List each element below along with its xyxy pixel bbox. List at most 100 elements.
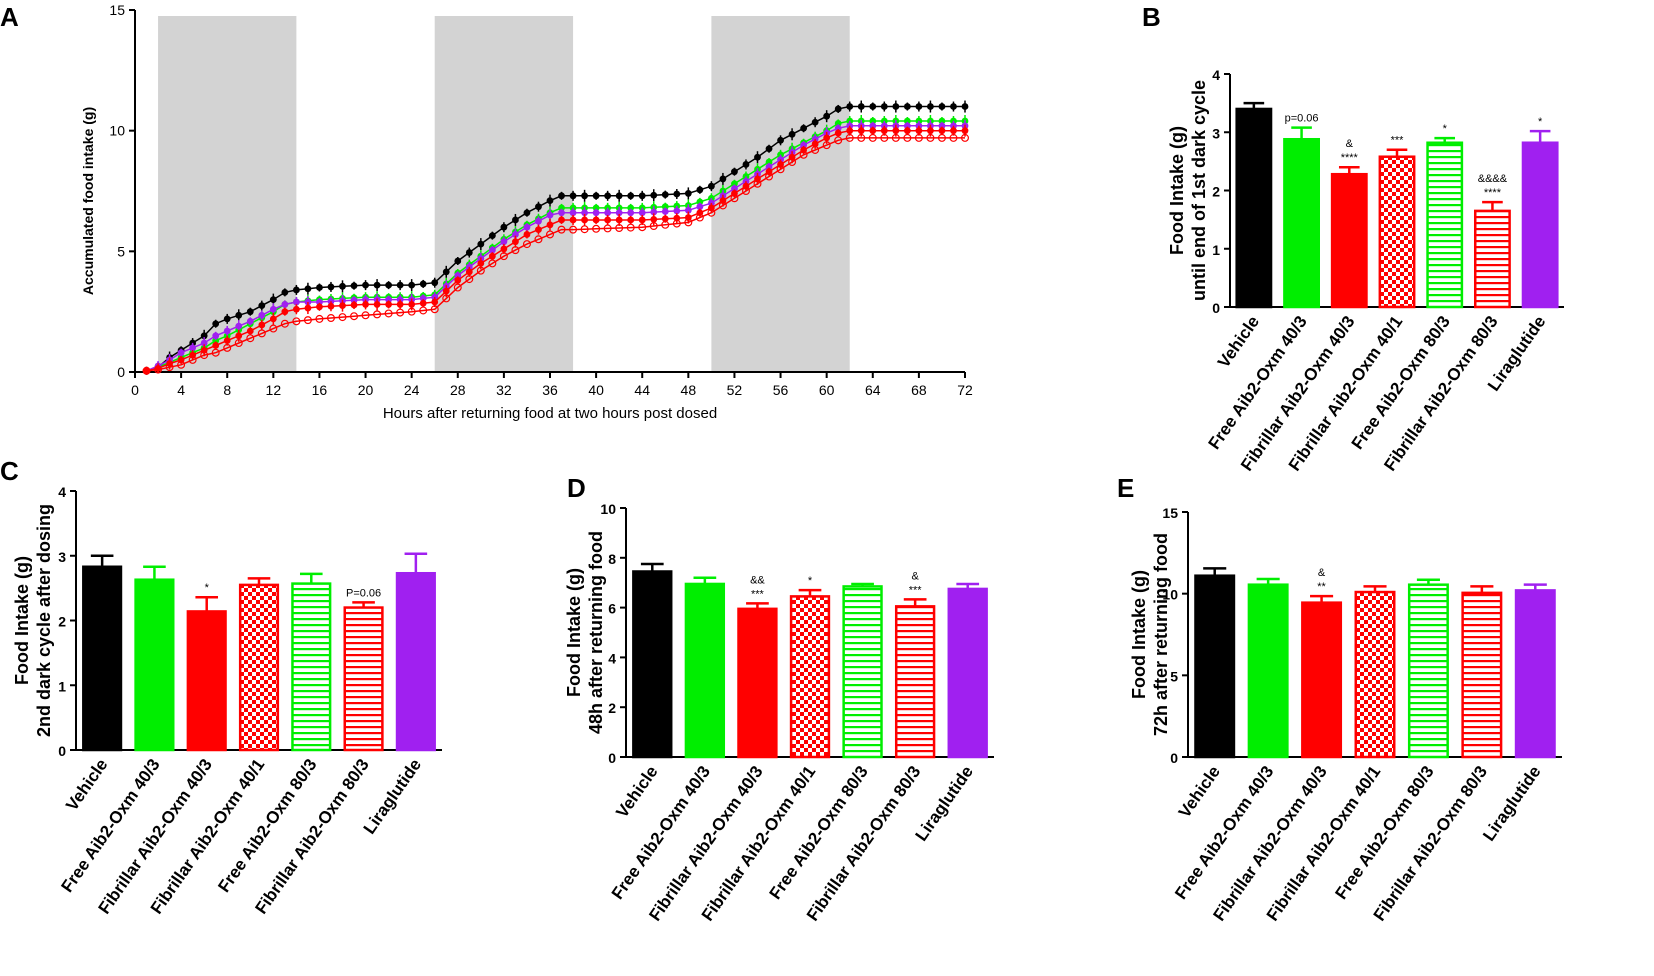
x-tick-label: 24 [404,382,420,398]
y-tick-label: 0 [117,364,125,380]
bar [1194,574,1236,759]
data-point [927,103,934,110]
data-point [938,127,946,135]
y-axis-label-line1: Food Intake (g) [564,568,584,697]
data-point [731,185,738,192]
data-point [707,182,715,190]
data-point [569,225,578,234]
bar [1461,591,1503,759]
bar [1378,155,1416,309]
category-label: Free Aib2-Oxm 80/3 [766,762,872,902]
data-point [362,281,369,289]
y-axis-label-line1: Food Intake (g) [12,556,32,685]
data-point [903,117,911,125]
bar [395,571,436,752]
data-point [453,283,462,292]
data-point [615,192,623,200]
bar [1514,589,1556,759]
data-point [915,127,923,135]
data-point [869,103,877,110]
x-tick-label: 36 [542,382,558,398]
data-point [535,226,542,234]
data-point [269,305,277,313]
y-tick-label: 8 [608,551,616,567]
data-point [235,332,243,340]
data-point [442,287,450,295]
data-point [396,301,404,308]
significance-label: *** [1391,135,1405,147]
y-tick-label: 2 [58,614,66,630]
data-point [707,208,716,217]
data-point [545,230,554,239]
data-point [350,282,358,290]
data-point [638,223,647,232]
x-tick-label: 72 [957,382,973,398]
data-point [823,112,831,120]
category-label-group: Vehicle [1175,762,1224,821]
y-axis-label-line1: Food Intake (g) [1129,570,1149,699]
x-tick-label: 40 [588,382,604,398]
data-point [558,192,565,200]
bar [186,610,227,752]
data-point [581,209,588,217]
data-point [407,307,416,316]
series-fibrillar-aib2-oxm [143,124,969,375]
significance-label: & [1318,567,1326,579]
significance-label: P=0.06 [346,587,381,599]
data-point [177,360,186,369]
data-point [211,348,220,357]
data-point [500,245,508,253]
y-tick-label: 0 [1212,300,1220,316]
data-point [834,124,842,132]
data-point [442,268,450,276]
bar [291,582,332,752]
category-label-group: Free Aib2-Oxm 80/3 [214,755,320,895]
data-point [846,127,854,135]
data-point [961,127,969,135]
data-point [592,216,600,224]
data-point [880,127,888,135]
data-point [937,133,946,142]
x-tick-label: 56 [773,382,789,398]
data-point [500,238,508,246]
data-point [581,216,588,224]
data-point [869,122,877,130]
data-point [292,298,300,306]
data-point [488,259,497,268]
x-axis-label: Hours after returning food at two hours … [383,405,717,422]
data-point [522,240,531,249]
data-point [315,314,324,323]
significance-label: * [808,575,813,587]
x-tick-label: 60 [819,382,835,398]
data-point [938,117,946,125]
data-point [246,317,254,325]
data-point [695,213,704,222]
y-tick-label: 1 [58,678,66,694]
data-point [777,136,784,144]
data-point [523,223,531,231]
series-vehicle [143,100,969,375]
data-point [257,329,266,338]
data-point [512,231,519,238]
data-point [316,303,323,311]
y-tick-label: 10 [600,501,616,517]
data-point [650,191,658,199]
data-point [800,124,808,132]
data-point [327,302,335,310]
data-point [258,302,266,310]
data-point [765,172,774,181]
y-axis-label: Accumulated food intake (g) [80,107,96,295]
data-point [950,127,957,135]
data-point [684,218,693,227]
data-point [269,324,278,333]
data-point [650,208,658,216]
data-point [661,203,669,211]
data-point [419,280,427,288]
bar [789,595,831,759]
data-point [269,315,277,323]
data-point [442,294,451,303]
data-point [592,192,600,200]
data-point [212,320,220,328]
